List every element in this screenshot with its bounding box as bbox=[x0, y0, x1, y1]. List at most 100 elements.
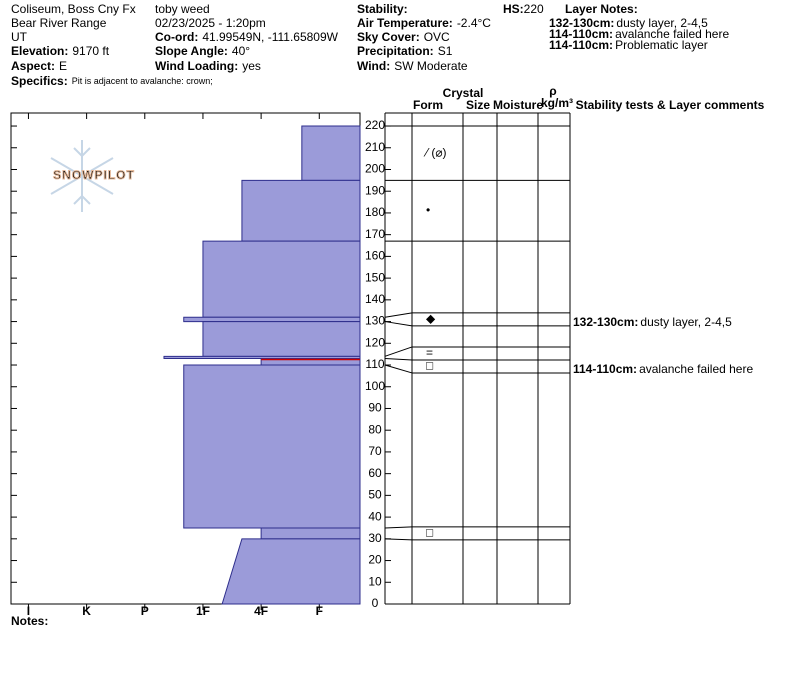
hardness-layer bbox=[202, 321, 361, 357]
layer-connector bbox=[384, 538, 413, 541]
y-tick-label: 40 bbox=[368, 509, 382, 523]
header-field: Slope Angle: 40° bbox=[155, 44, 250, 58]
comment-text: avalanche failed here bbox=[639, 362, 753, 376]
note-label: 114-110cm: bbox=[549, 38, 613, 52]
y-tick-label: 90 bbox=[368, 401, 382, 415]
header-field: Aspect: E bbox=[11, 59, 67, 73]
field-value: S1 bbox=[438, 44, 453, 58]
y-tick-label: 160 bbox=[365, 249, 385, 263]
field-label: Aspect: bbox=[11, 59, 55, 73]
table-header: Crystal bbox=[443, 86, 484, 100]
layer-connector bbox=[384, 346, 413, 357]
layer-note: 114-110cm: Problematic layer bbox=[549, 38, 708, 52]
layer-comment: 114-110cm: avalanche failed here bbox=[573, 362, 753, 376]
grain-form: □ bbox=[426, 526, 433, 540]
note-text: avalanche failed here bbox=[615, 27, 729, 41]
comment-label: 132-130cm: bbox=[573, 315, 638, 329]
grain-form: • bbox=[426, 203, 430, 217]
note-label: 132-130cm: bbox=[549, 16, 614, 30]
layer-notes-title: Layer Notes: bbox=[565, 2, 638, 16]
header-field: Specifics: Pit is adjacent to avalanche: … bbox=[11, 74, 213, 88]
field-label: Co-ord: bbox=[155, 30, 198, 44]
field-value: 40° bbox=[232, 44, 250, 58]
grain-form: = bbox=[426, 346, 433, 360]
hardness-layer bbox=[183, 316, 361, 323]
field-value: -2.4°C bbox=[457, 16, 491, 30]
header-field: Precipitation: S1 bbox=[357, 44, 453, 58]
y-tick-label: 140 bbox=[365, 292, 385, 306]
y-tick-label: 70 bbox=[368, 444, 382, 458]
header-field: Elevation: 9170 ft bbox=[11, 44, 110, 58]
y-tick-label: 80 bbox=[368, 422, 382, 436]
header-text: toby weed bbox=[155, 2, 210, 16]
layer-connector bbox=[384, 312, 413, 318]
layer-connector bbox=[384, 364, 413, 374]
comment-label: 114-110cm: bbox=[573, 362, 637, 376]
x-tick-label: P bbox=[141, 604, 149, 618]
y-tick-label: 170 bbox=[365, 227, 385, 241]
x-tick-label: 4F bbox=[254, 604, 268, 618]
y-tick-label: 30 bbox=[368, 531, 382, 545]
x-tick-label: K bbox=[82, 604, 91, 618]
table-header: ρ bbox=[549, 84, 556, 98]
field-value: OVC bbox=[424, 30, 450, 44]
layer-connector bbox=[384, 358, 413, 361]
header-text: Bear River Range bbox=[11, 16, 107, 30]
y-tick-label: 190 bbox=[365, 183, 385, 197]
field-value: E bbox=[59, 59, 67, 73]
grain-form: ⁄ (⌀) bbox=[423, 145, 447, 159]
header-text: Coliseum, Boss Cny Fx bbox=[11, 2, 136, 16]
header-field: Co-ord: 41.99549N, -111.65809W bbox=[155, 30, 339, 44]
header-field: Sky Cover: OVC bbox=[357, 30, 450, 44]
field-value: SW Moderate bbox=[394, 59, 468, 73]
x-tick-label: F bbox=[316, 604, 323, 618]
y-tick-label: 50 bbox=[368, 488, 382, 502]
watermark: SNOWPILOT bbox=[53, 168, 135, 182]
field-label: Wind: bbox=[357, 59, 390, 73]
header-text: 02/23/2025 - 1:20pm bbox=[155, 16, 266, 30]
note-text: Problematic layer bbox=[615, 38, 708, 52]
x-tick-label: I bbox=[27, 604, 30, 618]
y-tick-label: 10 bbox=[368, 574, 382, 588]
y-tick-label: 60 bbox=[368, 466, 382, 480]
y-tick-label: 150 bbox=[365, 270, 385, 284]
header-field: Wind Loading: yes bbox=[155, 59, 261, 73]
hardness-layer bbox=[260, 527, 361, 540]
y-tick-label: 200 bbox=[365, 162, 385, 176]
y-tick-label: 20 bbox=[368, 553, 382, 567]
field-label: HS: bbox=[503, 2, 524, 16]
y-tick-label: 100 bbox=[365, 379, 385, 393]
watermark-flake bbox=[50, 140, 114, 212]
table-header: Moisture bbox=[493, 98, 543, 112]
field-value: 9170 ft bbox=[72, 44, 109, 58]
header-field: Air Temperature: -2.4°C bbox=[357, 16, 491, 30]
header-text: UT bbox=[11, 30, 28, 44]
table-header: Form bbox=[413, 98, 443, 112]
header-field: Stability: bbox=[357, 2, 408, 16]
y-tick-label: 130 bbox=[365, 314, 385, 328]
layer-comment: 132-130cm: dusty layer, 2-4,5 bbox=[573, 315, 732, 329]
table-header: Size bbox=[466, 98, 490, 112]
field-label: Air Temperature: bbox=[357, 16, 453, 30]
x-tick-label: 1F bbox=[196, 604, 210, 618]
field-value: 220 bbox=[524, 2, 544, 16]
field-value: Pit is adjacent to avalanche: crown; bbox=[72, 76, 213, 86]
field-value: yes bbox=[242, 59, 261, 73]
field-label: Slope Angle: bbox=[155, 44, 228, 58]
field-label: Sky Cover: bbox=[357, 30, 420, 44]
comment-text: dusty layer, 2-4,5 bbox=[640, 315, 732, 329]
field-label: Wind Loading: bbox=[155, 59, 238, 73]
header-field: Wind: SW Moderate bbox=[357, 59, 468, 73]
note-text: dusty layer, 2-4,5 bbox=[616, 16, 708, 30]
notes-label: Notes: bbox=[11, 614, 48, 628]
layer-connector bbox=[384, 526, 413, 529]
y-tick-label: 110 bbox=[365, 357, 384, 371]
note-label: 114-110cm: bbox=[549, 27, 613, 41]
y-tick-label: 120 bbox=[365, 335, 385, 349]
hardness-layer bbox=[241, 179, 361, 242]
header-field: HS:220 bbox=[503, 2, 544, 16]
y-tick-label: 0 bbox=[372, 596, 379, 610]
field-label: Elevation: bbox=[11, 44, 68, 58]
